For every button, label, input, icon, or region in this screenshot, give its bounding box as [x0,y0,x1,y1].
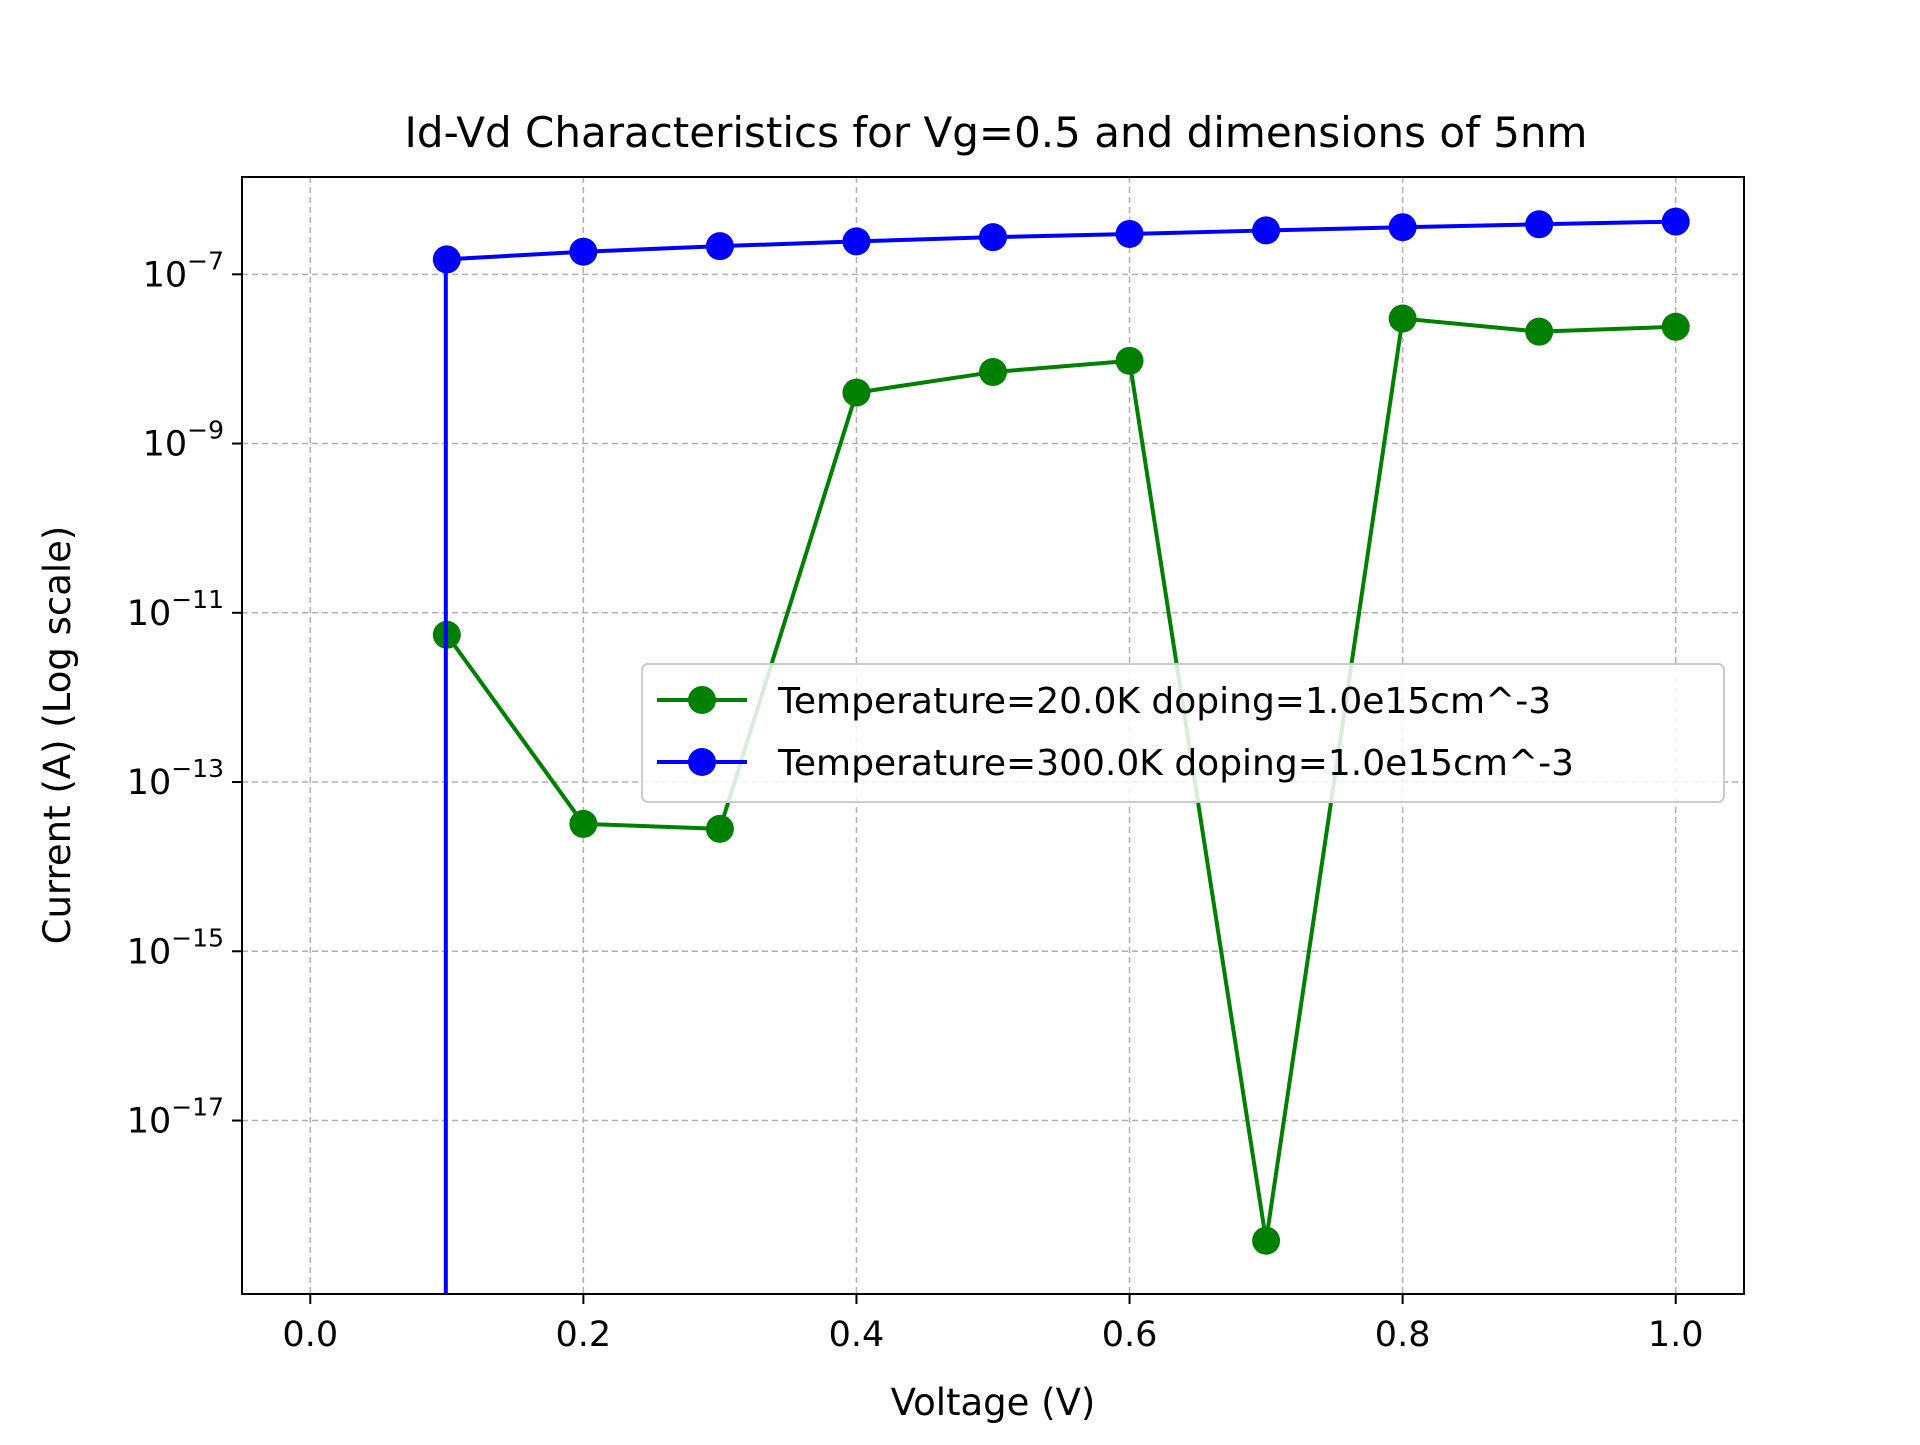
series-layer [432,207,1690,1294]
y-tick-base: 10 [127,594,172,634]
y-tick-exponent: −11 [171,585,224,614]
x-tick-label: 0.6 [1102,1315,1158,1355]
data-point [1661,312,1690,341]
data-point [1115,346,1144,375]
y-tick-label: 10−9 [143,416,224,465]
data-point [1525,210,1554,239]
x-axis-label: Voltage (V) [891,1381,1096,1424]
chart-title: Id-Vd Characteristics for Vg=0.5 and dim… [405,108,1588,157]
data-point [979,358,1007,387]
y-tick-exponent: −15 [171,923,224,952]
y-tick-label: 10−17 [127,1093,224,1142]
y-tick-label: 10−7 [143,246,224,295]
data-point [1252,1226,1281,1255]
legend-entry-label: Temperature=20.0K doping=1.0e15cm^-3 [777,681,1551,722]
x-tick-label: 1.0 [1648,1315,1704,1355]
x-tick-label: 0.0 [282,1315,338,1355]
y-tick-base: 10 [127,1102,172,1142]
data-point [842,378,871,407]
data-point [705,814,734,843]
y-tick-exponent: −17 [171,1093,224,1122]
y-tick-base: 10 [127,932,172,972]
y-tick-base: 10 [143,425,188,465]
data-point [979,223,1007,252]
y-tick-label: 10−11 [127,585,224,634]
legend-entry-label: Temperature=300.0K doping=1.0e15cm^-3 [777,743,1574,784]
data-point [1388,304,1417,333]
y-tick-exponent: −13 [171,754,224,783]
x-tick-label: 0.8 [1375,1315,1431,1355]
data-point [1661,207,1690,236]
legend: Temperature=20.0K doping=1.0e15cm^-3 Tem… [641,663,1725,803]
data-point [569,809,598,838]
y-tick-label: 10−13 [127,754,224,803]
y-tick-exponent: −9 [187,416,224,445]
data-point [705,232,734,261]
data-point [432,245,461,274]
data-point [1115,219,1144,248]
data-point [842,227,871,256]
data-point [1525,317,1554,346]
y-tick-label: 10−15 [127,923,224,972]
legend-swatch-marker [688,686,716,714]
y-tick-base: 10 [127,763,172,803]
legend-swatch-marker [688,748,716,776]
x-axis-ticks: 0.0 0.2 0.4 0.6 0.8 1.0 [282,1294,1704,1355]
y-axis-label: Current (A) (Log scale) [36,526,79,945]
y-tick-exponent: −7 [187,246,224,275]
legend-box [641,663,1725,803]
y-tick-base: 10 [143,255,188,295]
series-line [445,316,1676,1243]
x-tick-label: 0.4 [829,1315,885,1355]
data-point [1252,216,1281,245]
x-tick-label: 0.2 [556,1315,612,1355]
data-point [1388,213,1417,242]
data-point [569,237,598,266]
plot-area-frame [241,176,1745,1295]
